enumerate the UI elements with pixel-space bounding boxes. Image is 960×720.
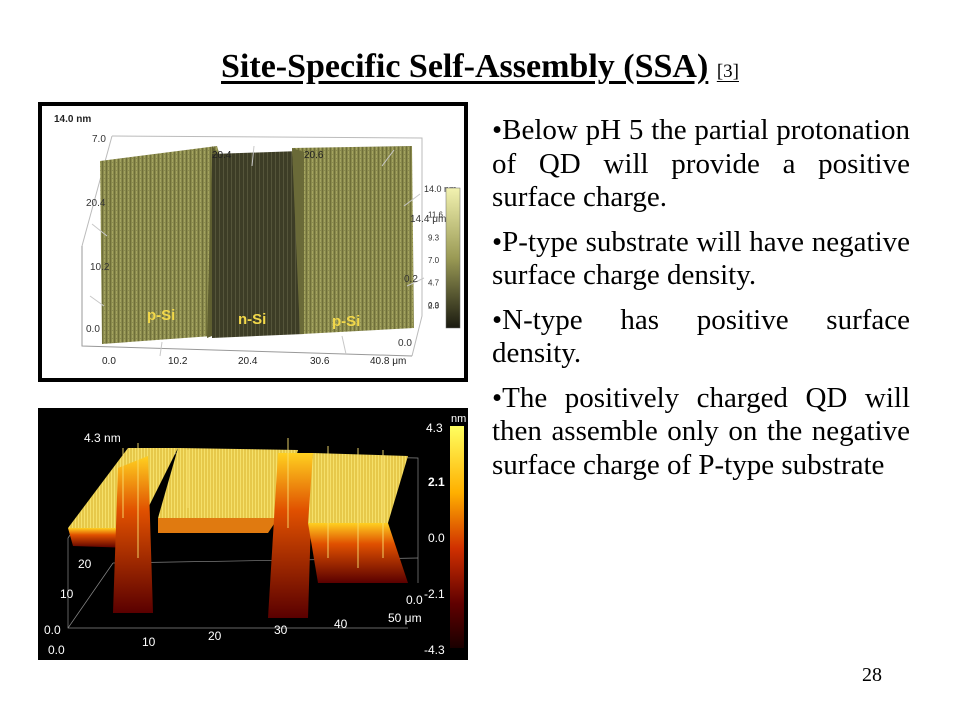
colorbar-top (445, 187, 461, 329)
bullet-list: •Below pH 5 the partial protonation of Q… (492, 114, 910, 493)
cbar-tick-2: 11.6 (428, 211, 444, 220)
cbar-tick-6: 2.3 (428, 301, 440, 310)
afm-3d-plot-top: 14.0 nm 7.0 20.4 10.2 0.0 20.4 20.6 14.0… (54, 114, 461, 367)
right-axis-2: 14.4 μm (410, 214, 446, 225)
cbar-tick-5: 4.7 (428, 279, 440, 288)
region-label-p-si-left: p-Si (147, 307, 175, 324)
x-tick-2: 10.2 (168, 356, 188, 367)
afm-figure-top: 14.0 nm 7.0 20.4 10.2 0.0 20.4 20.6 14.0… (38, 102, 468, 382)
p-si-right-block (292, 146, 414, 334)
bullet-item: •N-type has positive surface density. (492, 303, 910, 370)
bullet-item: •The positively charged QD will then ass… (492, 381, 910, 481)
right-axis-3: 0.2 (404, 274, 418, 285)
colorbar-unit: nm (451, 413, 466, 425)
y-label-1: 7.0 (92, 134, 106, 145)
x-tick-3: 20.4 (238, 356, 258, 367)
page-number: 28 (862, 664, 882, 686)
cbar-b-tick-2: 2.1 (428, 475, 445, 489)
bullet-item: •Below pH 5 the partial protonation of Q… (492, 114, 910, 213)
top-label-1: 20.4 (212, 150, 232, 161)
title-reference: [3] (716, 61, 739, 82)
slide-title: Site-Specific Self-Assembly (SSA) [3] (0, 48, 960, 86)
x-tick-b3: 20 (208, 629, 222, 643)
z-max-label-bottom: 4.3 nm (84, 431, 121, 445)
afm-3d-plot-bottom: 4.3 nm 20 10 0.0 0.0 10 20 30 40 50 μm 0… (44, 413, 466, 657)
right-axis-1: 14.0 nm (424, 184, 457, 194)
y-label-2: 20.4 (86, 198, 106, 209)
right-y-zero: 0.0 (406, 593, 423, 607)
x-tick-5: 40.8 μm (370, 356, 406, 367)
y-tick-10: 10 (60, 587, 74, 601)
region-label-n-si: n-Si (238, 311, 266, 328)
trough-wall-2 (268, 453, 313, 618)
title-text: Site-Specific Self-Assembly (SSA) (221, 48, 709, 85)
right-axis-4: 0.0 (398, 338, 412, 349)
cbar-b-tick-4: -2.1 (424, 587, 445, 601)
y-tick-0: 0.0 (44, 623, 61, 637)
x-tick-4: 30.6 (310, 356, 330, 367)
cbar-tick-0: 0.0 (428, 301, 440, 310)
afm-figure-bottom: 4.3 nm 20 10 0.0 0.0 10 20 30 40 50 μm 0… (38, 408, 468, 660)
n-si-channel (212, 151, 304, 338)
x-tick-1: 0.0 (102, 356, 116, 367)
x-tick-b2: 10 (142, 635, 156, 649)
middle-plateau (158, 448, 298, 518)
top-label-2: 20.6 (304, 150, 324, 161)
y-label-4: 0.0 (86, 324, 100, 335)
cbar-tick-4: 7.0 (428, 256, 440, 265)
x-tick-b5: 40 (334, 617, 348, 631)
x-tick-b6: 50 μm (388, 611, 422, 625)
x-tick-b1: 0.0 (48, 643, 65, 657)
cbar-b-tick-1: 4.3 (426, 421, 443, 435)
cbar-b-tick-5: -4.3 (424, 643, 445, 657)
region-label-p-si-right: p-Si (332, 313, 360, 330)
p-si-left-block (100, 146, 220, 344)
bullet-item: •P-type substrate will have negative sur… (492, 225, 910, 292)
y-tick-20: 20 (78, 557, 92, 571)
cbar-tick-3: 9.3 (428, 233, 440, 242)
y-label-3: 10.2 (90, 262, 110, 273)
cbar-b-tick-3: 0.0 (428, 531, 445, 545)
z-max-label: 14.0 nm (54, 114, 91, 125)
x-tick-b4: 30 (274, 623, 288, 637)
trough-wall-1 (113, 456, 153, 613)
colorbar-bottom (450, 426, 464, 648)
